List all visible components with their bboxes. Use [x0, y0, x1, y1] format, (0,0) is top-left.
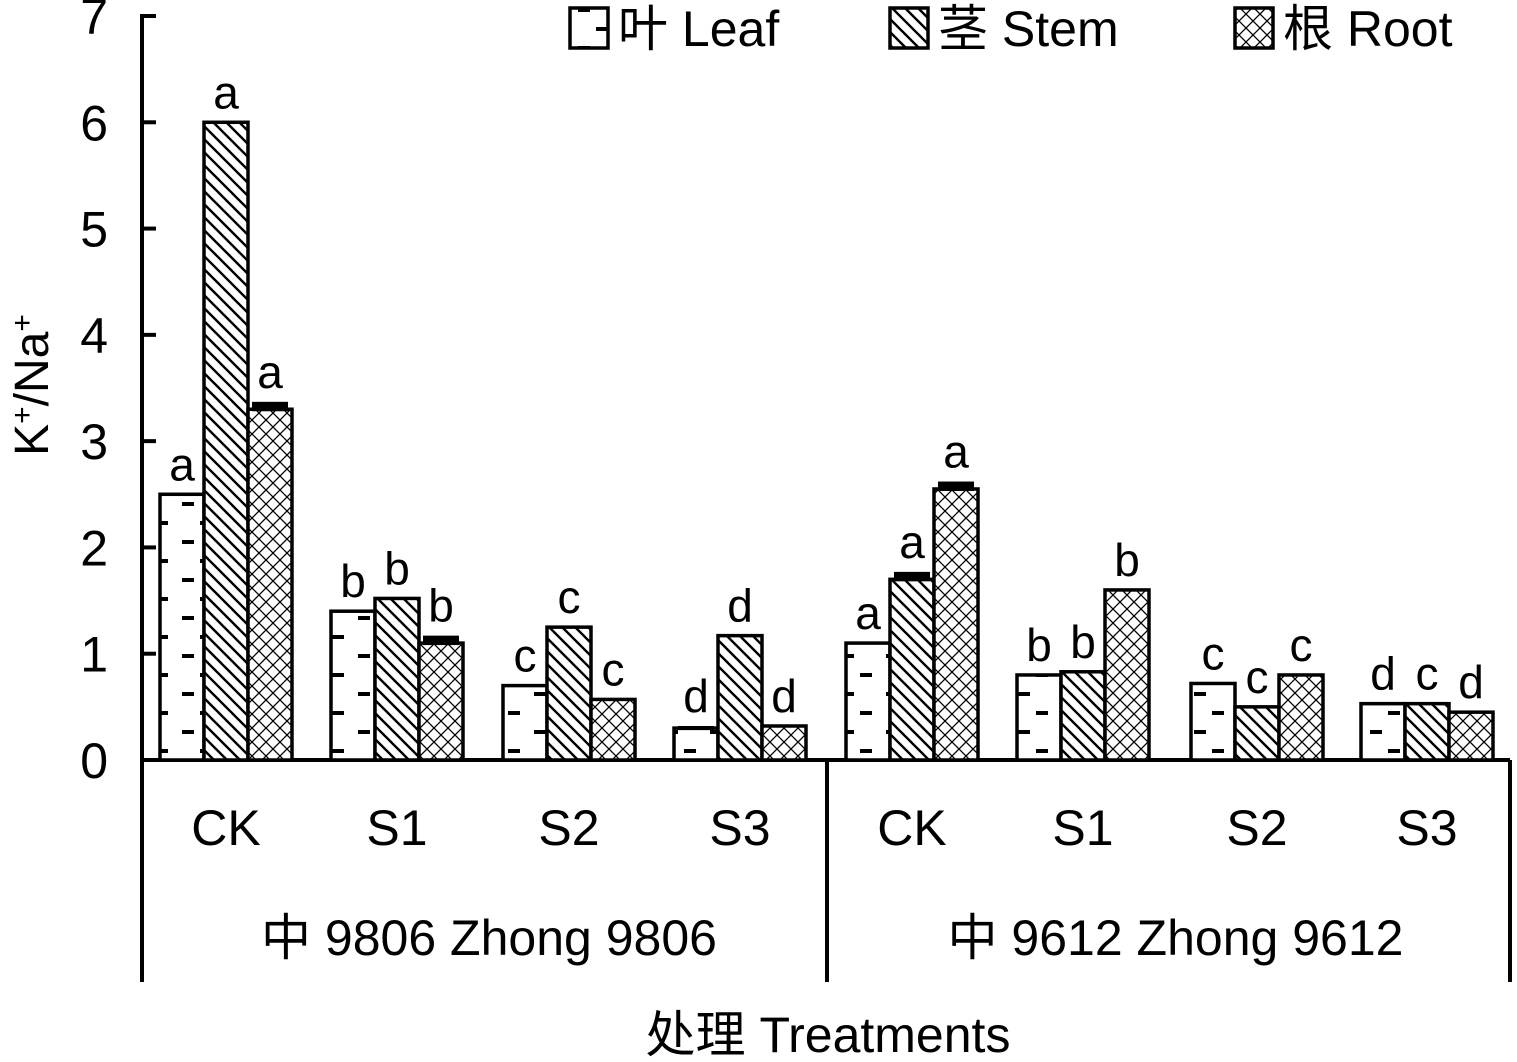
significance-letter: d: [771, 670, 797, 722]
bar-diagonal: [716, 633, 764, 762]
legend-swatch-diagonal: [888, 6, 930, 50]
bar-diagonal: [202, 120, 250, 762]
significance-letter: b: [1114, 534, 1140, 586]
significance-letter: d: [683, 670, 709, 722]
significance-letter: d: [1458, 656, 1484, 708]
bar-crosshatch: [760, 724, 808, 762]
y-tick-label: 3: [80, 414, 108, 470]
significance-letter: d: [727, 580, 753, 632]
category-label: CK: [877, 800, 946, 856]
significance-letter: c: [558, 571, 581, 623]
significance-letter: c: [1290, 619, 1313, 671]
significance-letter: a: [257, 346, 283, 398]
bar-dashes: [1189, 681, 1237, 762]
legend-label: 茎 Stem: [938, 1, 1119, 57]
y-axis-title: K+/Na+: [6, 314, 60, 456]
significance-letter: a: [855, 587, 881, 639]
category-label: S1: [1052, 800, 1113, 856]
bar-crosshatch: [1447, 710, 1495, 762]
y-tick-label: 2: [80, 520, 108, 576]
bar-crosshatch: [1103, 588, 1151, 762]
bar-diagonal: [1059, 670, 1107, 762]
bar-crosshatch: [932, 487, 980, 762]
bar-crosshatch: [1277, 673, 1325, 762]
bar-crosshatch: [417, 641, 465, 762]
significance-letter: b: [340, 555, 366, 607]
significance-letter: a: [213, 66, 239, 118]
y-tick-label: 1: [80, 627, 108, 683]
bar-diagonal: [373, 596, 421, 762]
significance-letter: c: [1202, 627, 1225, 679]
bars: [158, 120, 1495, 762]
category-label: S2: [1226, 800, 1287, 856]
legend-swatch-dashes: [568, 6, 610, 50]
significance-letter: a: [899, 516, 925, 568]
group-label: 中 9612 Zhong 9612: [948, 910, 1404, 966]
group-label: 中 9806 Zhong 9806: [261, 910, 717, 966]
significance-letter: c: [602, 643, 625, 695]
y-tick-label: 0: [80, 733, 108, 789]
significance-letter: c: [1246, 651, 1269, 703]
bar-crosshatch: [589, 697, 637, 762]
bar-diagonal: [1403, 701, 1451, 762]
bar-dashes: [1359, 701, 1407, 762]
significance-letter: c: [514, 630, 537, 682]
bar-dashes: [844, 641, 892, 762]
significance-letter: d: [1370, 648, 1396, 700]
legend-swatch-crosshatch: [1233, 6, 1275, 50]
y-tick-label: 4: [80, 308, 108, 364]
error-bar: [938, 481, 974, 491]
category-label: S2: [538, 800, 599, 856]
y-tick-label: 6: [80, 95, 108, 151]
category-label: S1: [366, 800, 427, 856]
category-label: S3: [709, 800, 770, 856]
significance-letter: a: [943, 426, 969, 478]
category-label: CK: [191, 800, 260, 856]
bar-dashes: [1015, 673, 1063, 762]
bar-dashes: [501, 683, 549, 762]
error-bar: [423, 635, 459, 646]
bar-crosshatch: [246, 407, 294, 762]
error-bar: [894, 571, 930, 582]
error-bar: [678, 725, 714, 731]
significance-letter: b: [1070, 616, 1096, 668]
legend-label: 叶 Leaf: [618, 1, 779, 57]
error-bar: [252, 401, 288, 412]
legend-label: 根 Root: [1283, 1, 1453, 57]
x-axis-title: 处理 Treatments: [646, 1007, 1011, 1062]
bar-diagonal: [888, 577, 936, 762]
category-label: S3: [1396, 800, 1457, 856]
bar-dashes: [672, 726, 720, 762]
y-tick-label: 5: [80, 202, 108, 258]
significance-letter: b: [384, 542, 410, 594]
bar-diagonal: [1233, 705, 1281, 762]
significance-letter: b: [428, 580, 454, 632]
bar-diagonal: [545, 625, 593, 762]
legend: 叶 Leaf 茎 Stem 根 Root: [568, 1, 1453, 57]
significance-letter: c: [1416, 648, 1439, 700]
bar-dashes: [158, 492, 206, 762]
y-tick-label: 7: [80, 0, 108, 45]
bar-dashes: [329, 609, 377, 762]
significance-letter: a: [169, 438, 195, 490]
significance-letter: b: [1026, 619, 1052, 671]
